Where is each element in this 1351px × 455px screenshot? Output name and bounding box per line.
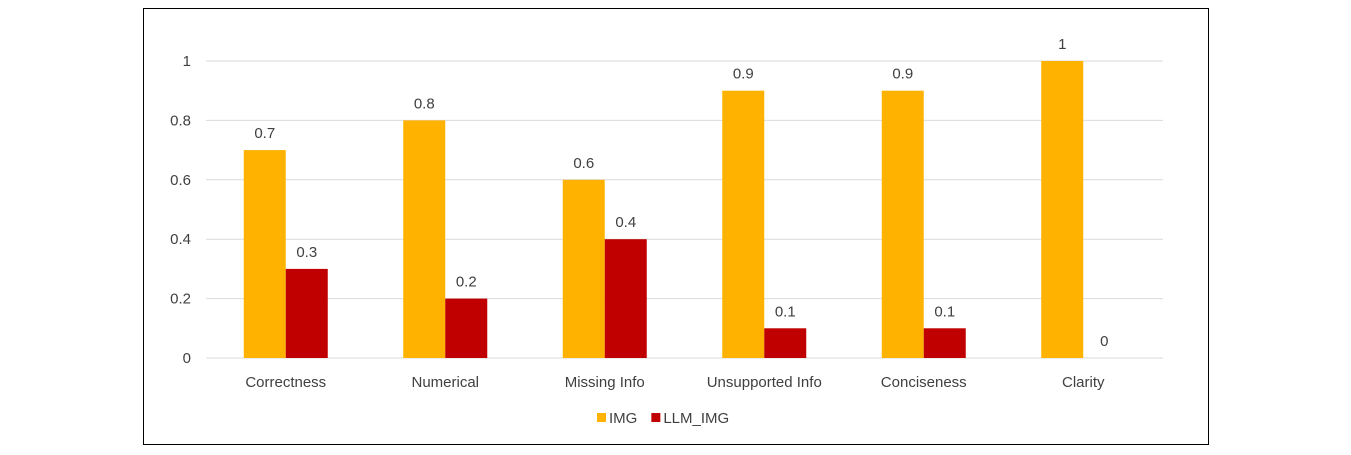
bar-img	[562, 179, 605, 358]
bar-llm-img	[604, 239, 647, 358]
data-label: 0.6	[573, 155, 594, 172]
x-tick-label: Missing Info	[565, 374, 645, 391]
legend-swatch-llm-img	[651, 413, 661, 422]
bar-img	[243, 150, 286, 358]
legend-label: LLM_IMG	[663, 410, 729, 427]
y-tick-label: 0.8	[170, 112, 191, 129]
bar-img	[722, 90, 765, 358]
bar-llm-img	[923, 328, 966, 358]
y-tick-label: 1	[183, 53, 191, 70]
bar-img	[1041, 61, 1084, 358]
legend-label: IMG	[609, 410, 637, 427]
y-tick-label: 0	[183, 350, 191, 367]
y-tick-label: 0.2	[170, 291, 191, 308]
bar-llm-img	[285, 268, 328, 358]
data-label: 0.7	[254, 125, 275, 142]
data-label: 0.2	[456, 274, 477, 291]
chart-frame	[143, 8, 1209, 445]
data-label: 0.3	[296, 244, 317, 261]
bar-img	[881, 90, 924, 358]
x-tick-label: Conciseness	[881, 374, 967, 391]
x-tick-label: Numerical	[411, 374, 479, 391]
data-label: 0.9	[892, 66, 913, 83]
data-label: 1	[1058, 36, 1066, 53]
legend-swatch-img	[597, 413, 606, 422]
x-tick-label: Correctness	[245, 374, 326, 391]
data-label: 0	[1100, 333, 1108, 350]
y-tick-label: 0.6	[170, 172, 191, 189]
bar-img	[403, 120, 446, 359]
data-label: 0.1	[934, 303, 955, 320]
data-label: 0.9	[733, 66, 754, 83]
data-label: 0.1	[775, 303, 796, 320]
bar-llm-img	[764, 328, 807, 358]
x-tick-label: Unsupported Info	[707, 374, 822, 391]
x-tick-label: Clarity	[1062, 374, 1105, 391]
bar-llm-img	[445, 298, 488, 358]
data-label: 0.8	[414, 95, 435, 112]
y-tick-label: 0.4	[170, 231, 191, 248]
data-label: 0.4	[615, 214, 636, 231]
